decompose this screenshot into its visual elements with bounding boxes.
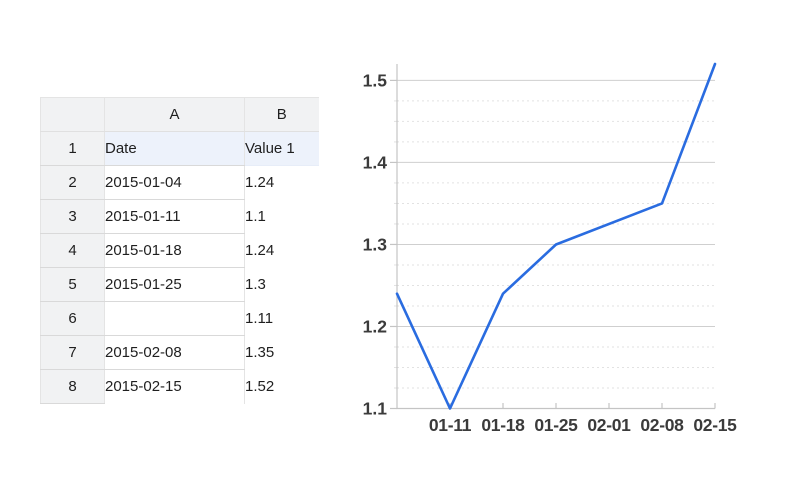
x-tick-label: 01-25 bbox=[534, 415, 578, 435]
cell-A7[interactable]: 2015-02-08 bbox=[104, 335, 245, 370]
table-row: 4 2015-01-18 1.24 bbox=[40, 233, 319, 268]
row-header-7[interactable]: 7 bbox=[40, 335, 105, 370]
cell-A4[interactable]: 2015-01-18 bbox=[104, 233, 245, 268]
y-tick-label: 1.5 bbox=[363, 70, 388, 90]
row-header-4[interactable]: 4 bbox=[40, 233, 105, 268]
cell-B1[interactable]: Value 1 bbox=[244, 131, 319, 166]
column-header-A[interactable]: A bbox=[104, 97, 245, 132]
cell-B4[interactable]: 1.24 bbox=[245, 242, 275, 259]
x-tick-label: 01-11 bbox=[429, 415, 472, 435]
table-row: 1 Date Value 1 bbox=[40, 131, 319, 166]
cell-B2[interactable]: 1.24 bbox=[245, 174, 275, 192]
cell-A5[interactable]: 2015-01-25 bbox=[104, 267, 245, 302]
table-row: 7 2015-02-08 1.35 bbox=[40, 335, 319, 370]
y-tick-label: 1.1 bbox=[363, 399, 388, 419]
cell-B7[interactable]: 1.35 bbox=[245, 344, 275, 361]
y-tick-label: 1.4 bbox=[363, 152, 388, 172]
spreadsheet-table: A B 1 Date Value 1 2 2015-01-04 1.24 3 2015-01-… bbox=[40, 97, 319, 404]
row-header-3[interactable]: 3 bbox=[40, 199, 105, 234]
cell-B6[interactable]: 1.11 bbox=[245, 310, 274, 327]
cell-A1[interactable]: Date bbox=[104, 131, 245, 166]
cell-A3[interactable]: 2015-01-11 bbox=[104, 199, 245, 234]
series-line-value-1 bbox=[395, 62, 717, 410]
column-header-B[interactable]: B bbox=[244, 97, 319, 132]
x-tick-label: 02-15 bbox=[693, 415, 737, 435]
corner-cell[interactable] bbox=[40, 97, 105, 132]
column-header-row: A B bbox=[40, 97, 319, 132]
cell-A8[interactable]: 2015-02-15 bbox=[104, 369, 245, 404]
y-tick-label: 1.3 bbox=[363, 234, 388, 254]
spreadsheet-preview: A B 1 Date Value 1 2 2015-01-04 1.24 3 2015-01-… bbox=[40, 97, 319, 404]
table-row: 3 2015-01-11 1.1 bbox=[40, 199, 319, 234]
table-row: 6 1.11 bbox=[40, 301, 319, 336]
row-header-1[interactable]: 1 bbox=[40, 131, 105, 166]
y-tick-label: 1.2 bbox=[363, 316, 388, 336]
x-tick-label: 02-01 bbox=[587, 415, 631, 435]
cell-B3[interactable]: 1.1 bbox=[245, 208, 266, 225]
row-header-2[interactable]: 2 bbox=[40, 165, 105, 200]
x-tick-label: 01-18 bbox=[481, 415, 525, 435]
cell-B5[interactable]: 1.3 bbox=[245, 276, 266, 293]
cell-A6[interactable] bbox=[104, 301, 245, 336]
cell-A2[interactable]: 2015-01-04 bbox=[104, 165, 245, 200]
row-header-5[interactable]: 5 bbox=[40, 267, 105, 302]
x-tick-label: 02-08 bbox=[640, 415, 684, 435]
row-header-6[interactable]: 6 bbox=[40, 301, 105, 336]
table-row: 8 2015-02-15 1.52 bbox=[40, 369, 319, 404]
table-row: 2 2015-01-04 1.24 bbox=[40, 165, 319, 200]
table-row: 5 2015-01-25 1.3 bbox=[40, 267, 319, 302]
cell-B8[interactable]: 1.52 bbox=[245, 378, 275, 395]
row-header-8[interactable]: 8 bbox=[40, 369, 105, 404]
